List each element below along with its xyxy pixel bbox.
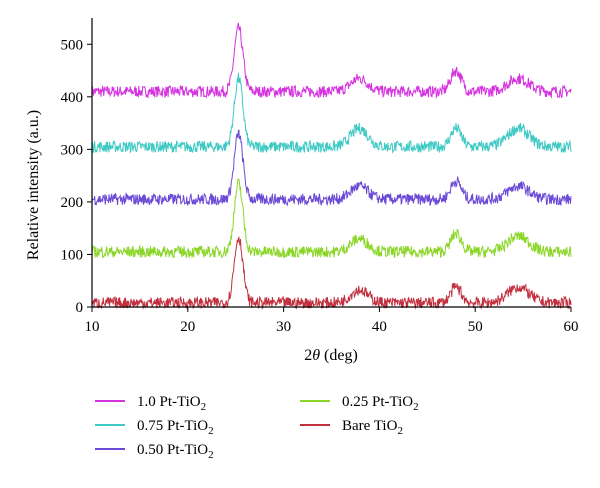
series-line — [91, 72, 572, 154]
y-tick-label: 200 — [61, 195, 84, 211]
x-tick-label: 60 — [564, 319, 579, 335]
series-layer — [91, 22, 572, 311]
axes: 0 100 200 300 400 500 10 20 30 40 50 60 — [61, 18, 579, 335]
x-tick-label: 50 — [468, 319, 483, 335]
y-tick-label: 500 — [61, 37, 84, 53]
legend-item: 0.25 Pt-TiO2 — [300, 394, 419, 413]
legend: 1.0 Pt-TiO2 0.75 Pt-TiO2 0.50 Pt-TiO2 0.25 … — [95, 394, 419, 461]
legend-item: Bare TiO2 — [300, 418, 403, 437]
legend-label: 0.50 Pt-TiO2 — [137, 442, 214, 461]
y-tick-label: 300 — [61, 142, 84, 158]
y-tick-label: 0 — [76, 300, 84, 316]
y-axis-label: Relative intensity (a.u.) — [25, 110, 42, 260]
x-tick-label: 40 — [372, 319, 387, 335]
legend-item: 0.75 Pt-TiO2 — [95, 418, 214, 437]
y-tick-label: 400 — [61, 90, 84, 106]
series-line — [91, 178, 572, 259]
legend-label: Bare TiO2 — [342, 418, 403, 437]
x-tick-label: 10 — [85, 319, 100, 335]
series-line — [91, 22, 572, 100]
legend-label: 0.25 Pt-TiO2 — [342, 394, 419, 413]
x-tick-label: 20 — [180, 319, 195, 335]
legend-label: 1.0 Pt-TiO2 — [137, 394, 206, 413]
legend-label: 0.75 Pt-TiO2 — [137, 418, 214, 437]
x-tick-label: 30 — [276, 319, 291, 335]
series-line — [91, 129, 572, 207]
x-axis-label: 2θ (deg) — [304, 347, 358, 364]
y-tick-label: 100 — [61, 247, 84, 263]
legend-item: 0.50 Pt-TiO2 — [95, 442, 214, 461]
legend-item: 1.0 Pt-TiO2 — [95, 394, 206, 413]
